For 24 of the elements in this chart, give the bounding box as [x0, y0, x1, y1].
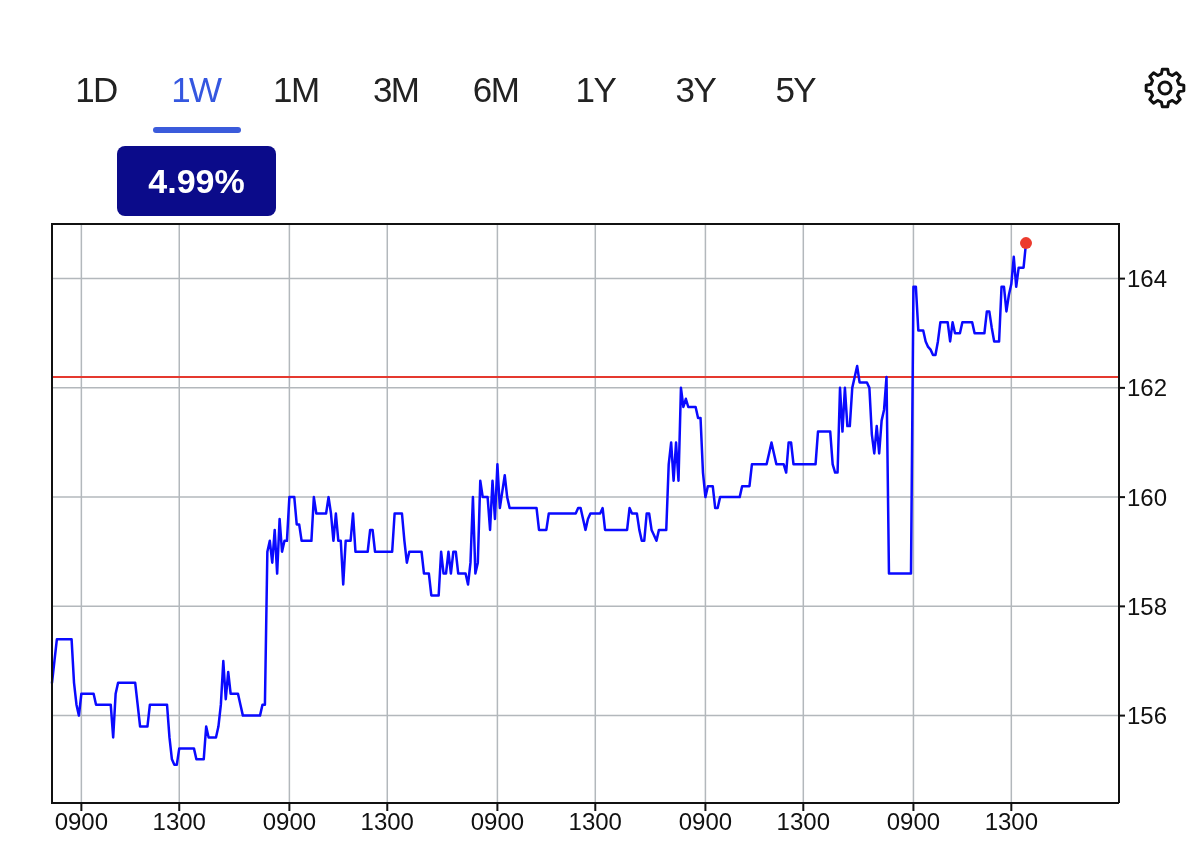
text: 1M [272, 70, 319, 109]
text: 3M [372, 70, 419, 109]
x-tick-label: 0900 [262, 808, 317, 836]
y-tick-label: 156 [1127, 702, 1168, 730]
x-tick-label: 0900 [54, 808, 109, 836]
x-tick-label: 1300 [568, 808, 622, 836]
text: 5Y [775, 70, 816, 109]
text: 4.99% [148, 162, 245, 200]
x-tick-label: 1300 [152, 808, 206, 836]
text: 6M [472, 70, 519, 109]
text: 1D [75, 70, 117, 109]
x-tick-label: 1300 [984, 808, 1039, 836]
x-tick-label: 0900 [470, 808, 525, 836]
y-tick-label: 162 [1127, 374, 1168, 402]
y-tick-label: 160 [1127, 483, 1168, 511]
y-tick-label: 158 [1127, 592, 1168, 620]
x-tick-label: 1300 [776, 808, 830, 836]
x-tick-label: 0900 [678, 808, 733, 836]
x-tick-label: 1300 [360, 808, 414, 836]
text: 3Y [675, 70, 716, 109]
text: 1Y [575, 70, 616, 109]
text: 1W [171, 70, 221, 109]
y-tick-label: 164 [1127, 265, 1168, 293]
x-tick-label: 0900 [886, 808, 941, 836]
